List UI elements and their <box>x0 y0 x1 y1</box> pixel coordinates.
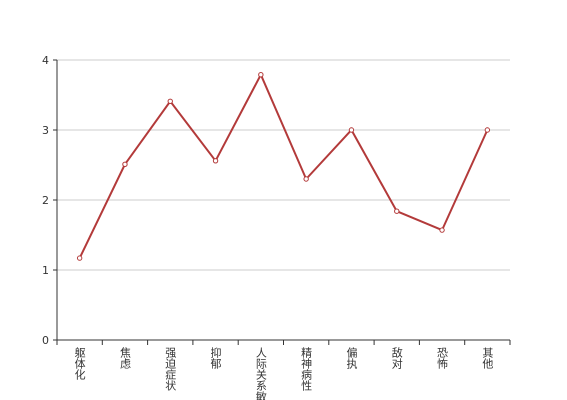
x-tick-label: 强迫症状 <box>164 347 177 391</box>
point <box>167 98 173 105</box>
x-tick-label: 恐怖 <box>436 347 449 369</box>
y-tick-label: 1 <box>42 264 49 277</box>
x-tick-label: 躯体化 <box>73 347 86 381</box>
x-tick-label: 其他 <box>481 347 494 369</box>
x-tick-label: 人际关系敏感 <box>254 347 267 400</box>
y-tick-label: 3 <box>42 124 49 137</box>
y-tick-label: 2 <box>42 194 49 207</box>
point <box>394 208 400 214</box>
point <box>76 255 83 261</box>
point <box>258 72 264 78</box>
point <box>212 158 219 164</box>
x-tick-label: 精神病性 <box>300 347 313 392</box>
point <box>122 161 128 168</box>
x-tick-label: 敌对 <box>390 346 403 369</box>
point <box>303 176 309 182</box>
x-tick-label: 抑郁 <box>209 346 222 369</box>
y-tick-label: 0 <box>42 334 49 347</box>
y-tick-label: 4 <box>42 54 49 67</box>
point <box>439 227 445 233</box>
line <box>78 72 489 259</box>
x-tick-label: 焦虑 <box>118 347 131 369</box>
point <box>348 127 355 133</box>
point <box>484 127 491 133</box>
x-tick-label: 偏执 <box>345 346 358 370</box>
